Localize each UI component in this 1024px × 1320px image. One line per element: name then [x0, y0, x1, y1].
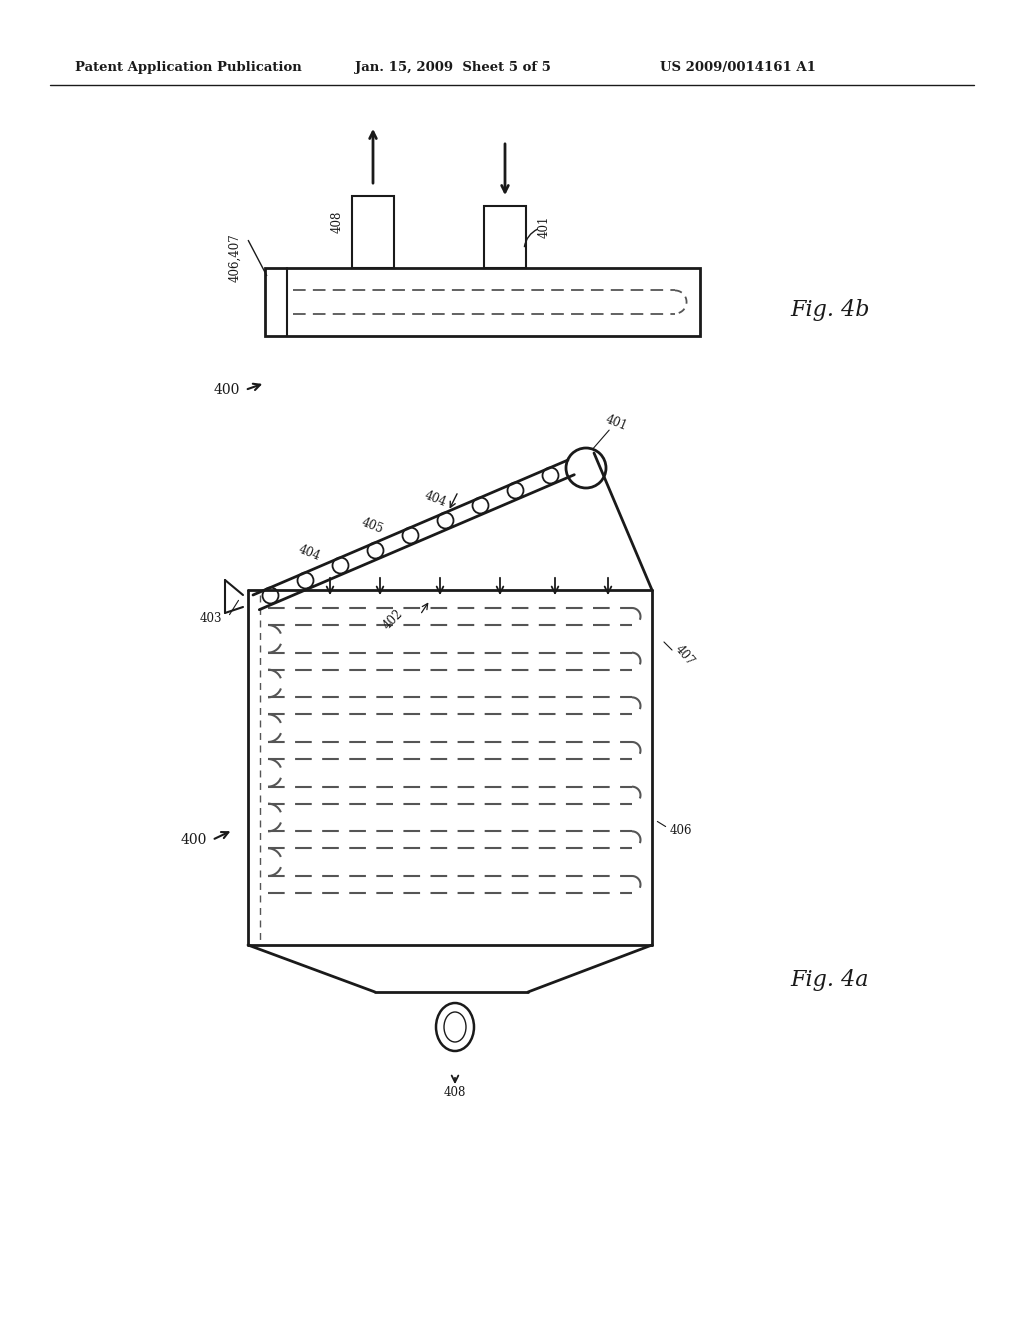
Text: 401: 401: [538, 216, 551, 239]
Text: 406,407: 406,407: [228, 234, 242, 281]
Text: 400: 400: [180, 833, 207, 847]
Text: Jan. 15, 2009  Sheet 5 of 5: Jan. 15, 2009 Sheet 5 of 5: [355, 62, 551, 74]
Text: 403: 403: [200, 611, 222, 624]
Text: US 2009/0014161 A1: US 2009/0014161 A1: [660, 62, 816, 74]
Text: 408: 408: [331, 211, 343, 234]
Text: 405: 405: [359, 515, 386, 536]
Bar: [352, 195, 394, 268]
Bar: [265, 268, 700, 337]
Text: Patent Application Publication: Patent Application Publication: [75, 62, 302, 74]
Text: 404: 404: [297, 543, 323, 562]
Text: 402: 402: [381, 607, 406, 632]
Bar: [484, 206, 526, 268]
Text: 406: 406: [670, 824, 692, 837]
Text: Fig. 4b: Fig. 4b: [790, 300, 869, 321]
Text: 407: 407: [672, 643, 696, 668]
Text: 404: 404: [423, 488, 449, 510]
Text: 408: 408: [443, 1085, 466, 1098]
Text: Fig. 4a: Fig. 4a: [790, 969, 868, 991]
Text: 400: 400: [214, 383, 240, 397]
Text: 401: 401: [603, 413, 629, 433]
